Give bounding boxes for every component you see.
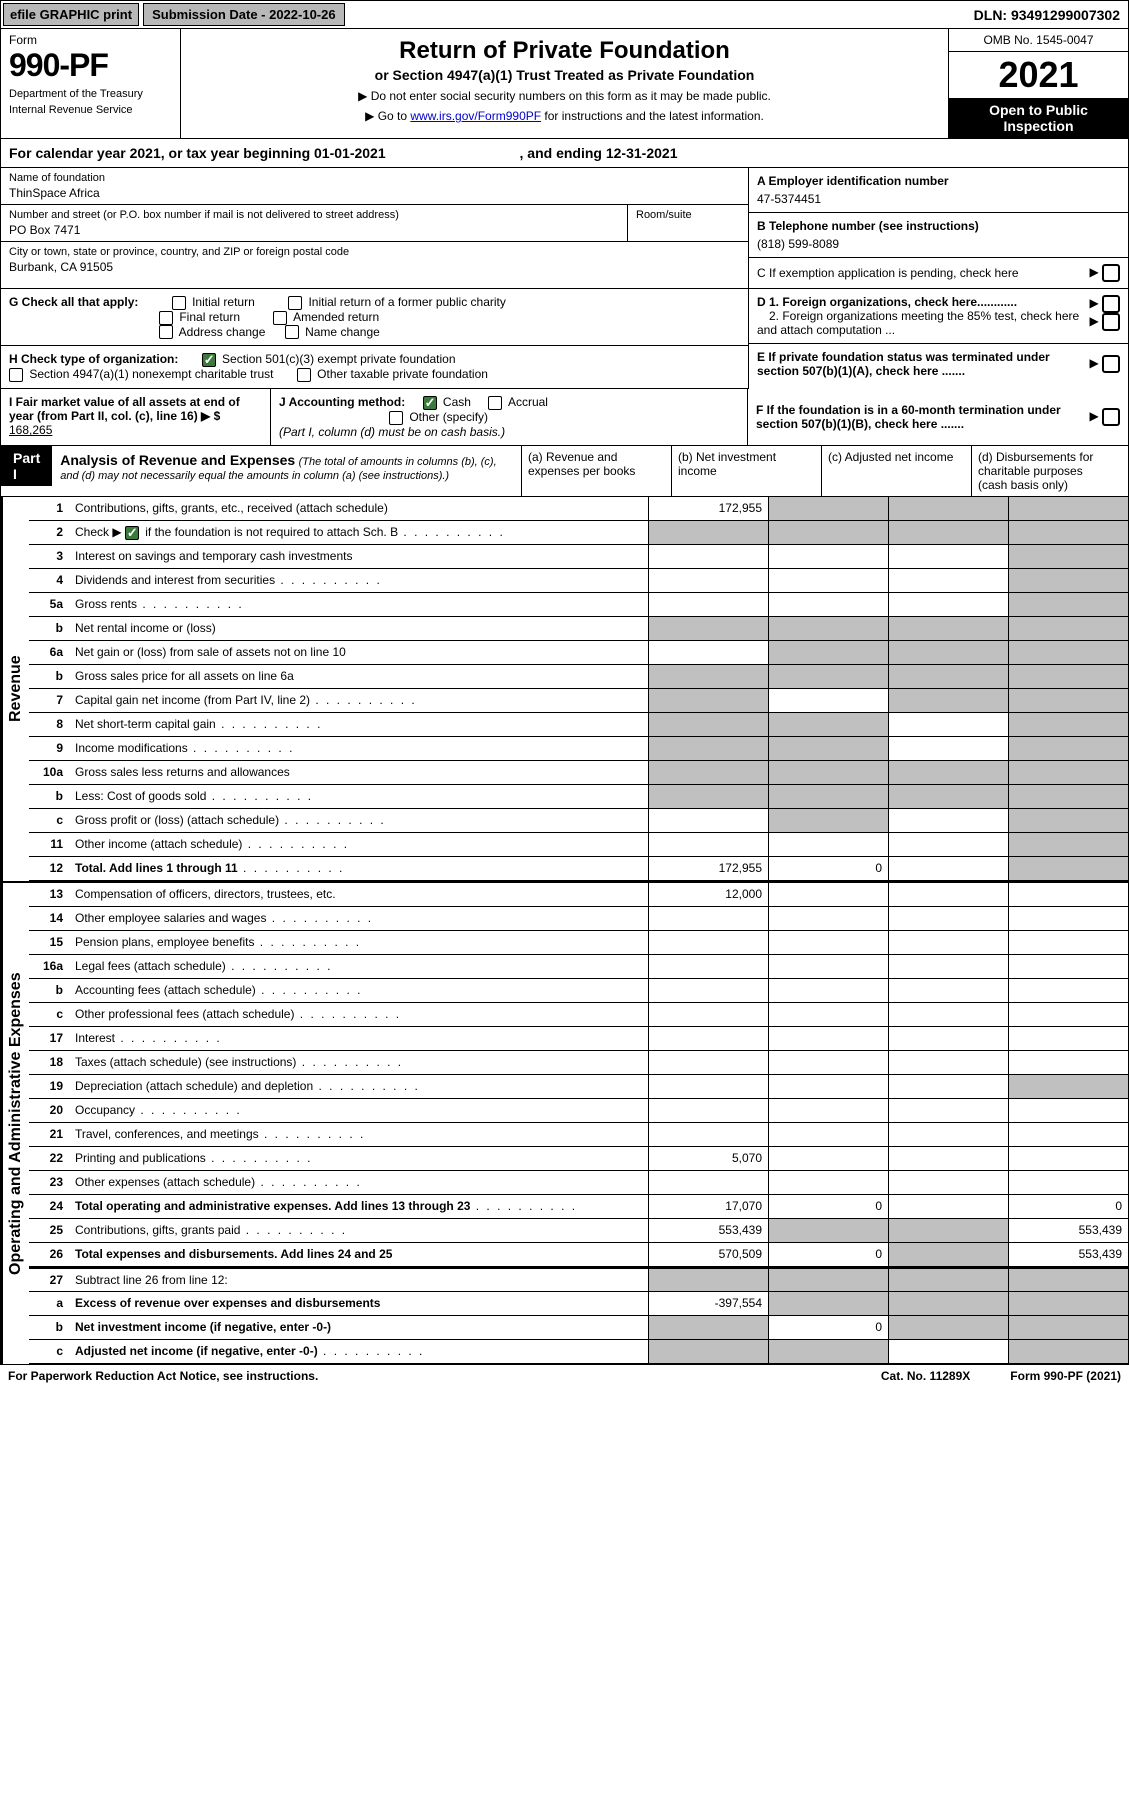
addr-label: Number and street (or P.O. box number if…: [9, 209, 619, 221]
calendar-year: For calendar year 2021, or tax year begi…: [1, 139, 1128, 168]
footer-left: For Paperwork Reduction Act Notice, see …: [8, 1369, 318, 1383]
footer-center: Cat. No. 11289X: [881, 1369, 970, 1383]
open-public: Open to Public Inspection: [949, 98, 1128, 138]
d2-label: 2. Foreign organizations meeting the 85%…: [757, 309, 1079, 337]
expenses-label: Operating and Administrative Expenses: [1, 883, 29, 1364]
col-c-header: (c) Adjusted net income: [821, 446, 971, 496]
col-b-header: (b) Net investment income: [671, 446, 821, 496]
form-number: 990-PF: [9, 47, 172, 84]
g-section: G Check all that apply: Initial return I…: [1, 289, 748, 346]
g-initial-former[interactable]: [288, 296, 302, 310]
top-bar: efile GRAPHIC print Submission Date - 20…: [1, 1, 1128, 29]
h-other-tax[interactable]: [297, 368, 311, 382]
dept-irs: Internal Revenue Service: [9, 104, 172, 116]
dept-treasury: Department of the Treasury: [9, 88, 172, 100]
f-label: F If the foundation is in a 60-month ter…: [756, 403, 1089, 431]
ein: 47-5374451: [757, 192, 1120, 206]
r12-a: 172,955: [648, 857, 768, 880]
d2-checkbox[interactable]: [1102, 313, 1120, 331]
city: Burbank, CA 91505: [9, 260, 740, 274]
j-cash[interactable]: [423, 396, 437, 410]
phone: (818) 599-8089: [757, 237, 1120, 251]
name-label: Name of foundation: [9, 172, 740, 184]
addr: PO Box 7471: [9, 223, 619, 237]
g-final[interactable]: [159, 311, 173, 325]
omb-number: OMB No. 1545-0047: [949, 29, 1128, 52]
ein-label: A Employer identification number: [757, 174, 949, 188]
part1-header: Part I Analysis of Revenue and Expenses …: [1, 446, 1128, 497]
irs-link[interactable]: www.irs.gov/Form990PF: [410, 109, 541, 123]
r22-a: 5,070: [648, 1147, 768, 1170]
c-label: C If exemption application is pending, c…: [757, 266, 1019, 280]
r24-a: 17,070: [648, 1195, 768, 1218]
f-checkbox[interactable]: [1102, 408, 1120, 426]
r12-b: 0: [768, 857, 888, 880]
e-checkbox[interactable]: [1102, 355, 1120, 373]
d1-label: D 1. Foreign organizations, check here..…: [757, 295, 1017, 309]
g-addr-change[interactable]: [159, 325, 173, 339]
note-link: ▶ Go to www.irs.gov/Form990PF for instru…: [189, 109, 940, 123]
col-a-header: (a) Revenue and expenses per books: [521, 446, 671, 496]
footer-right: Form 990-PF (2021): [1010, 1369, 1121, 1383]
expenses-section: Operating and Administrative Expenses 13…: [1, 881, 1128, 1364]
j-accrual[interactable]: [488, 396, 502, 410]
room-label: Room/suite: [636, 209, 740, 221]
dln: DLN: 93491299007302: [966, 4, 1128, 26]
phone-label: B Telephone number (see instructions): [757, 219, 979, 233]
g-name-change[interactable]: [285, 325, 299, 339]
j-label: J Accounting method:: [279, 395, 405, 409]
foundation-name: ThinSpace Africa: [9, 186, 740, 200]
i-value: 168,265: [9, 423, 52, 437]
col-d-header: (d) Disbursements for charitable purpose…: [971, 446, 1121, 496]
tax-year: 2021: [949, 52, 1128, 98]
g-initial[interactable]: [172, 296, 186, 310]
e-label: E If private foundation status was termi…: [757, 350, 1089, 378]
r1-a: 172,955: [648, 497, 768, 520]
c-checkbox[interactable]: [1102, 264, 1120, 282]
r13-a: 12,000: [648, 883, 768, 906]
revenue-section: Revenue 1Contributions, gifts, grants, e…: [1, 497, 1128, 881]
submission-date: Submission Date - 2022-10-26: [143, 3, 345, 26]
r26-a: 570,509: [648, 1243, 768, 1266]
h-501c3[interactable]: [202, 353, 216, 367]
info-grid: Name of foundation ThinSpace Africa Numb…: [1, 168, 1128, 288]
form-header: Form 990-PF Department of the Treasury I…: [1, 29, 1128, 139]
j-note: (Part I, column (d) must be on cash basi…: [279, 425, 505, 439]
r25-d: 553,439: [1008, 1219, 1128, 1242]
form-container: efile GRAPHIC print Submission Date - 20…: [0, 0, 1129, 1365]
r25-a: 553,439: [648, 1219, 768, 1242]
j-other[interactable]: [389, 411, 403, 425]
city-label: City or town, state or province, country…: [9, 246, 740, 258]
revenue-label: Revenue: [1, 497, 29, 881]
g-amended[interactable]: [273, 311, 287, 325]
r27b-b: 0: [768, 1316, 888, 1339]
h-section: H Check type of organization: Section 50…: [1, 346, 748, 389]
d1-checkbox[interactable]: [1102, 295, 1120, 313]
r27a-a: -397,554: [648, 1292, 768, 1315]
r26-b: 0: [768, 1243, 888, 1266]
h-4947[interactable]: [9, 368, 23, 382]
efile-button[interactable]: efile GRAPHIC print: [3, 3, 139, 26]
form-label: Form: [9, 33, 172, 47]
r24-d: 0: [1008, 1195, 1128, 1218]
r2-check[interactable]: [125, 526, 139, 540]
r26-d: 553,439: [1008, 1243, 1128, 1266]
form-subtitle: or Section 4947(a)(1) Trust Treated as P…: [189, 67, 940, 83]
footer: For Paperwork Reduction Act Notice, see …: [0, 1365, 1129, 1387]
r24-b: 0: [768, 1195, 888, 1218]
note-ssn: ▶ Do not enter social security numbers o…: [189, 89, 940, 103]
form-title: Return of Private Foundation: [189, 37, 940, 65]
i-label: I Fair market value of all assets at end…: [9, 395, 240, 423]
part1-label: Part I: [1, 446, 52, 486]
